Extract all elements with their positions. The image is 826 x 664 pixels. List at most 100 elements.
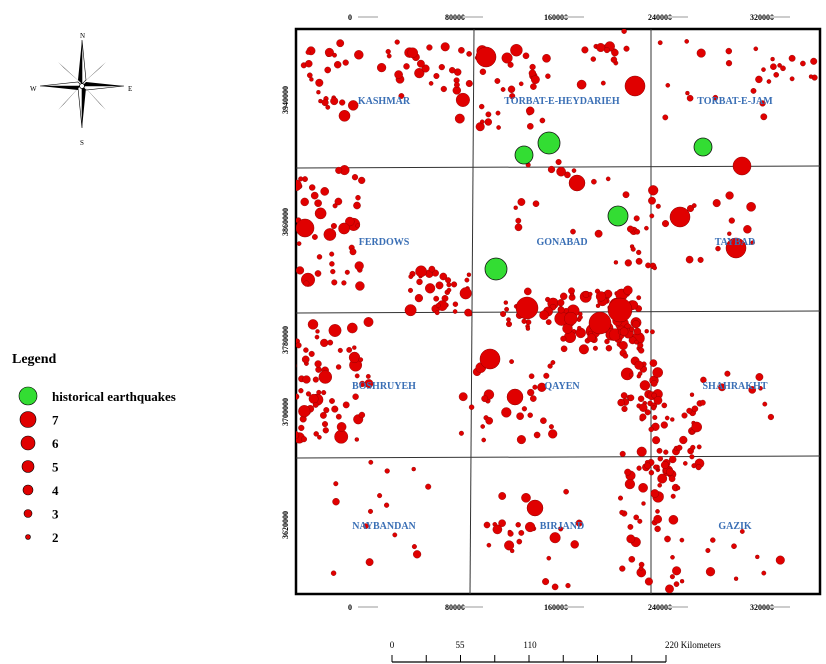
earthquake-point — [604, 338, 610, 345]
earthquake-point — [651, 405, 657, 411]
earthquake-point — [628, 556, 636, 563]
earthquake-point — [533, 431, 541, 439]
earthquake-point — [750, 240, 755, 245]
earthquake-point — [637, 342, 644, 349]
earthquake-point — [557, 299, 565, 307]
earthquake-point — [316, 389, 322, 395]
earthquake-point — [516, 412, 524, 421]
earthquake-point — [323, 407, 330, 414]
earthquake-point — [415, 265, 427, 278]
earthquake-point — [312, 376, 319, 383]
earthquake-point — [354, 261, 364, 271]
grid-lines — [296, 29, 820, 594]
compass-west-label: W — [30, 85, 37, 93]
earthquake-point — [403, 63, 410, 70]
earthquake-point — [637, 371, 643, 377]
earthquake-point — [479, 119, 485, 125]
region-label-shahrakht: SHAHRAKHT — [702, 381, 767, 392]
y-tick: 3620000 — [281, 511, 290, 539]
earthquake-point — [494, 78, 501, 84]
earthquake-point — [315, 329, 320, 334]
earthquake-point — [653, 464, 659, 470]
earthquake-point — [451, 281, 458, 288]
earthquake-point — [312, 401, 319, 408]
earthquake-point — [314, 207, 327, 220]
earthquake-point — [322, 421, 329, 428]
earthquake-point — [504, 306, 509, 312]
legend: Legend historical earthquakes 7 6 5 4 3 2 — [12, 352, 176, 545]
earthquake-point — [305, 60, 313, 68]
earthquake-point — [314, 199, 322, 207]
earthquake-point — [545, 319, 552, 325]
earthquake-point — [685, 90, 690, 96]
earthquake-point — [556, 166, 566, 177]
earthquake-point — [313, 431, 319, 437]
earthquake-point — [652, 436, 661, 445]
earthquake-point — [498, 492, 507, 500]
earthquake-point — [634, 228, 641, 235]
earthquake-point — [525, 319, 532, 326]
earthquake-point — [481, 437, 487, 443]
earthquake-point — [501, 407, 512, 418]
earthquake-point — [428, 81, 434, 86]
y-tick: 3780000 — [281, 326, 290, 354]
earthquake-point — [550, 360, 556, 365]
earthquake-point — [558, 526, 564, 532]
earthquake-point — [522, 52, 530, 60]
earthquake-point — [610, 56, 618, 63]
earthquake-point — [788, 54, 796, 62]
compass-north-label: N — [80, 32, 85, 40]
earthquake-point — [705, 548, 711, 554]
earthquake-point — [411, 544, 417, 550]
earthquake-point — [510, 44, 523, 57]
earthquake-point — [750, 88, 757, 94]
earthquake-point — [438, 63, 445, 71]
earthquake-point — [296, 266, 305, 275]
earthquake-point — [555, 158, 562, 165]
earthquake-point — [524, 287, 532, 296]
earthquake-point — [507, 530, 514, 537]
earthquake-point — [547, 363, 553, 369]
earthquake-point — [637, 518, 643, 524]
earthquake-point — [352, 345, 357, 350]
earthquake-point — [727, 231, 732, 236]
earthquake-point — [551, 583, 559, 591]
earthquake-point — [636, 446, 647, 457]
earthquake-point — [676, 444, 683, 451]
earthquake-point — [705, 567, 716, 577]
earthquake-point — [440, 42, 450, 52]
earthquake-point — [587, 291, 593, 297]
earthquake-point — [581, 46, 589, 54]
earthquake-point — [506, 317, 511, 322]
compass-south-label: S — [80, 139, 84, 147]
earthquake-point — [445, 277, 452, 284]
historical-earthquake-point — [514, 145, 534, 165]
earthquake-point — [311, 234, 318, 240]
earthquake-point — [355, 223, 361, 228]
legend-magnitude-symbol — [20, 435, 36, 451]
earthquake-point — [336, 422, 347, 432]
earthquake-point — [300, 197, 309, 207]
earthquake-point — [669, 574, 675, 580]
earthquake-point — [495, 110, 501, 116]
earthquake-point — [547, 165, 556, 174]
earthquake-point — [354, 373, 360, 379]
earthquake-point — [712, 199, 721, 208]
top-x-tick: 80000 — [445, 13, 465, 22]
earthquake-point — [568, 174, 586, 192]
earthquake-point — [563, 488, 569, 495]
earthquake-point — [600, 80, 606, 86]
compass-east-label: E — [128, 85, 132, 93]
earthquake-point — [656, 447, 663, 454]
earthquake-point — [607, 297, 633, 323]
earthquake-point — [496, 125, 501, 130]
earthquake-point — [780, 65, 786, 72]
earthquake-point — [664, 535, 671, 543]
earthquake-point — [657, 482, 663, 488]
earthquake-point — [654, 525, 661, 533]
earthquake-point — [308, 350, 315, 357]
earthquake-point — [509, 93, 516, 100]
earthquake-point — [657, 40, 663, 46]
earthquake-point — [377, 493, 383, 499]
